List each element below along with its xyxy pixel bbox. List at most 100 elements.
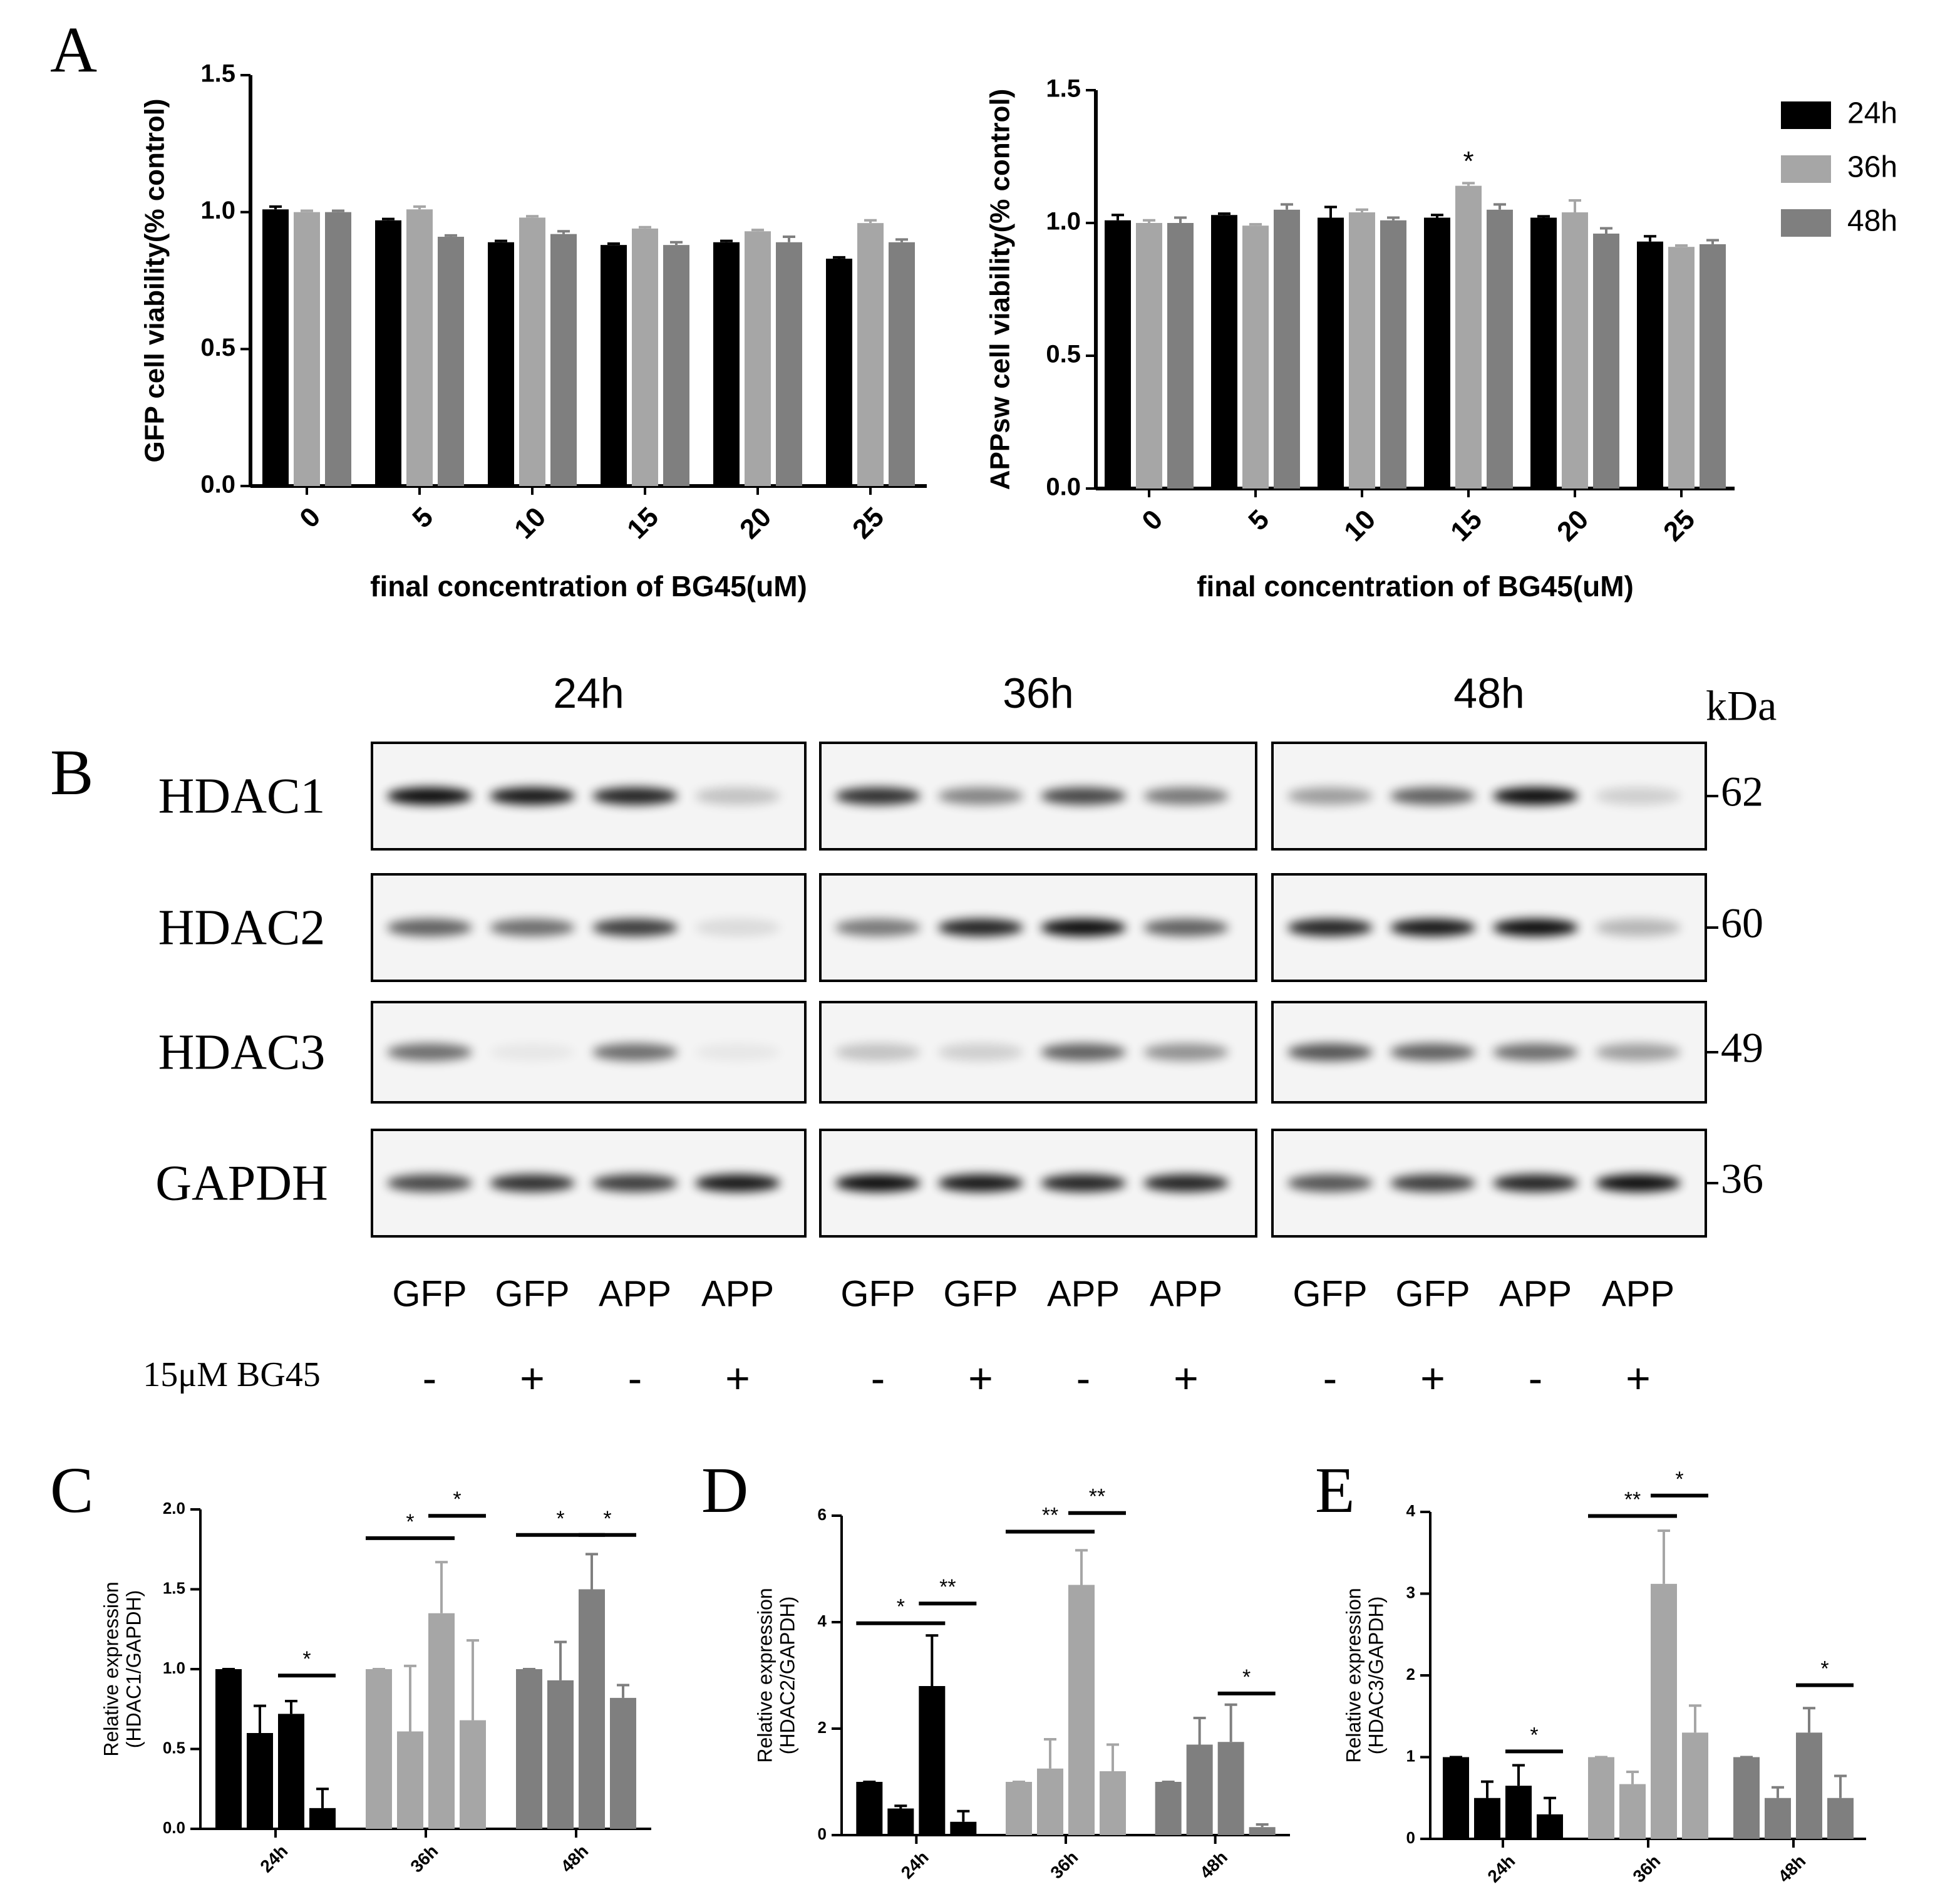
error-bar [1493,203,1506,210]
protein-label: HDAC3 [158,1025,326,1080]
x-tick-label: 36h [1629,1851,1664,1886]
panel-label: D [701,1454,748,1526]
significance-label: * [897,1595,905,1619]
band [938,1043,1023,1061]
error-bar [1112,214,1124,220]
band [1596,919,1681,936]
y-tick-label: 2 [818,1718,827,1737]
y-axis-label: Relative expression [1342,1588,1364,1762]
error-bar [720,239,733,242]
bar [262,209,289,486]
band [1596,787,1681,805]
error-bar [404,1664,416,1732]
error-bar [586,1553,598,1590]
error-bar [1600,227,1612,234]
bar [745,231,771,486]
significance-label: * [603,1507,611,1531]
band [1493,787,1578,805]
treatment-sign: + [520,1355,545,1402]
y-tick-label: 0 [818,1824,827,1843]
error-bar [435,1561,448,1613]
band [1143,919,1229,936]
legend-swatch [1781,155,1831,183]
band [1390,787,1475,805]
x-tick-label: 25 [1658,504,1701,547]
error-bar [864,219,877,224]
y-axis-label: Relative expression [753,1588,776,1762]
legend-label: 24h [1847,97,1897,130]
y-axis-label: APPsw cell viability(% control) [985,89,1016,490]
band [1287,919,1373,936]
significance-label: * [556,1507,564,1531]
bar [1487,209,1513,489]
y-axis-label: (HDAC3/GAPDH) [1364,1596,1387,1754]
lane-label: APP [1499,1273,1572,1314]
band [1493,1043,1578,1061]
error-bar [1462,182,1475,186]
bar [1682,1732,1708,1839]
weight-label: 49 [1721,1024,1763,1072]
lane-label: APP [1150,1273,1222,1314]
band [387,787,472,805]
error-bar [1537,215,1550,218]
lane-label: GFP [840,1273,915,1314]
bar [1100,1771,1126,1835]
y-tick-label: 6 [818,1505,827,1524]
time-header: 36h [1003,670,1073,717]
bar [428,1613,455,1829]
error-bar [1772,1786,1784,1798]
bar [247,1733,273,1829]
error-bar [1107,1743,1119,1771]
weight-label: 36 [1721,1155,1763,1203]
error-bar [1224,1703,1237,1742]
bar [1380,220,1406,489]
error-bar [316,1788,329,1808]
error-bar [607,242,620,246]
error-bar [254,1704,266,1733]
error-bar [1431,214,1443,218]
bar [1455,185,1482,489]
band [938,919,1023,936]
y-tick-label: 1 [1406,1746,1415,1765]
bar [663,245,689,486]
band [490,1174,575,1192]
bar [294,212,320,486]
lane-label: GFP [392,1273,467,1314]
significance-label: * [1530,1723,1538,1747]
error-bar [382,217,395,220]
x-tick-label: 48h [1774,1851,1809,1886]
bar [601,245,627,486]
error-bar [1658,1529,1670,1584]
band [695,787,780,805]
band [1287,787,1373,805]
time-header: 48h [1453,670,1524,717]
band [387,1174,472,1192]
band [1143,1174,1229,1192]
bar [1155,1782,1182,1835]
bar [776,242,802,486]
bar [1668,247,1695,489]
error-bar [895,238,908,242]
treatment-sign: + [1174,1355,1199,1402]
error-bar [1356,208,1368,213]
lane-label: GFP [943,1273,1018,1314]
y-tick-label: 0 [1406,1828,1415,1847]
band [695,919,780,936]
bar [519,217,545,486]
bar [713,242,740,486]
bar [856,1782,883,1835]
band [1041,787,1126,805]
y-axis-label: (HDAC1/GAPDH) [122,1590,145,1748]
x-tick-label: 20 [1551,504,1594,547]
x-tick-label: 15 [1445,504,1488,547]
error-bar [1174,216,1187,223]
significance-label: ** [1089,1485,1105,1509]
legend-label: 48h [1847,205,1897,238]
error-bar [751,229,764,232]
bar [1211,215,1237,489]
legend-label: 36h [1847,151,1897,184]
protein-label: GAPDH [155,1156,328,1211]
bar [1349,212,1375,489]
